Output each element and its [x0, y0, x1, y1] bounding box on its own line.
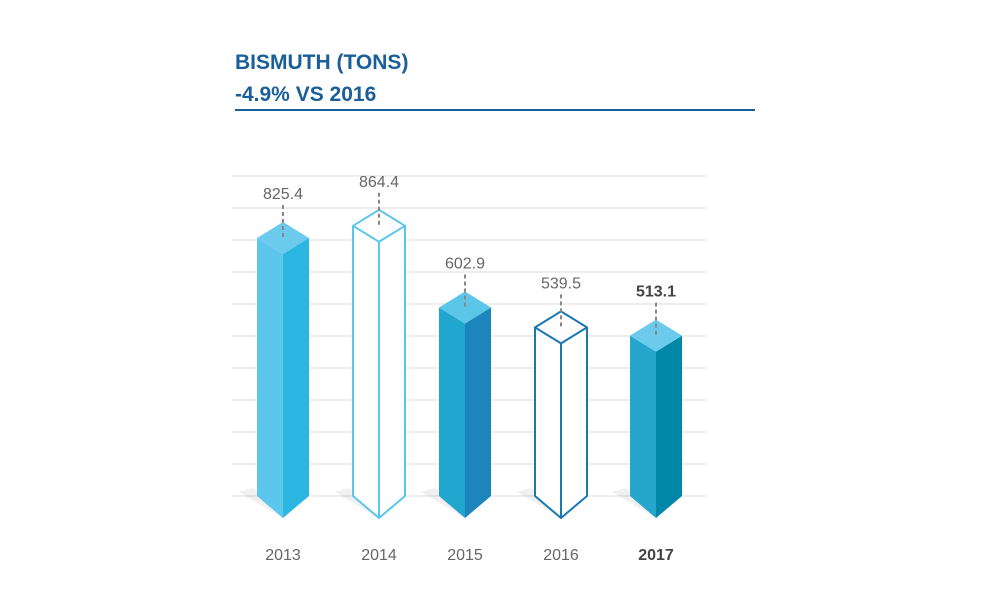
category-label-2014: 2014: [361, 547, 397, 564]
bar-shadow-2015: [421, 488, 467, 518]
bar-right-face-2015: [465, 307, 491, 518]
title-underline: [235, 109, 755, 111]
bar-top-face-2015: [439, 291, 491, 324]
category-label-2017: 2017: [638, 547, 674, 564]
category-label-2013: 2013: [265, 547, 301, 564]
value-label-2014: 864.4: [359, 174, 399, 191]
bar-right-face-2013: [283, 238, 309, 518]
bar-left-face-2013: [257, 238, 283, 518]
value-label-2017: 513.1: [636, 284, 676, 301]
bar-right-face-2017: [656, 335, 682, 518]
value-label-2016: 539.5: [541, 275, 581, 292]
bar-top-face-2013: [257, 222, 309, 254]
bar-left-face-2015: [439, 307, 465, 518]
category-label-2015: 2015: [447, 547, 483, 564]
chart-title: BISMUTH (TONS): [235, 51, 409, 74]
value-label-2013: 825.4: [263, 186, 303, 203]
chart-subtitle: -4.9% VS 2016: [235, 83, 377, 106]
bar-shadow-2017: [612, 488, 658, 518]
bar-left-face-2017: [630, 335, 656, 518]
value-label-2015: 602.9: [445, 256, 485, 273]
category-label-2016: 2016: [543, 547, 579, 564]
chart-title-block: BISMUTH (TONS) -4.9% VS 2016: [235, 47, 755, 111]
bar-shadow-2013: [239, 488, 285, 518]
bar-top-face-2017: [630, 319, 682, 352]
